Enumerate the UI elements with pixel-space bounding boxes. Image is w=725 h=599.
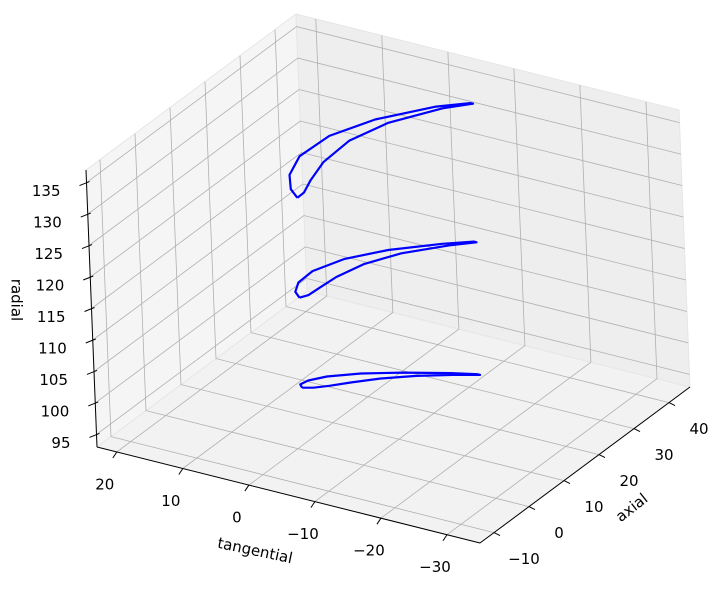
grid-line	[274, 29, 670, 403]
grid-line	[248, 52, 460, 486]
x-tick-label: −30	[419, 558, 451, 576]
grid-line	[446, 101, 658, 536]
z-tick-label: 125	[34, 245, 63, 263]
z-tick	[85, 338, 96, 344]
grid	[86, 18, 690, 536]
z-tick	[84, 307, 95, 312]
blade-profile	[288, 102, 475, 199]
marks	[288, 102, 482, 389]
x-tick-label: 0	[232, 509, 242, 527]
y-tick-label: 40	[689, 420, 708, 438]
x-tick-label: 10	[161, 492, 180, 510]
z-tick-label: 120	[36, 277, 65, 295]
z-tick-label: 100	[41, 402, 70, 420]
y-tick-label: 30	[654, 446, 673, 464]
grid-line	[92, 183, 686, 341]
y-axis-line	[479, 386, 691, 544]
y-tick-label: 0	[554, 524, 564, 542]
grid-line	[90, 120, 684, 278]
grid-line	[86, 26, 680, 183]
x-tick	[376, 517, 382, 525]
y-tick	[563, 480, 571, 485]
y-tick-label: 20	[619, 472, 638, 490]
x-tick	[178, 468, 184, 475]
z-tick-label: 110	[38, 339, 67, 357]
grid-line	[239, 55, 635, 429]
x-axis-title: tangential	[216, 534, 294, 567]
x-tick-label: −10	[287, 525, 319, 543]
grid-line	[116, 18, 328, 453]
grid-line	[134, 133, 530, 507]
blade-profile	[299, 371, 482, 389]
y-tick	[528, 506, 536, 511]
grid-line	[93, 215, 688, 372]
grid-line	[88, 89, 683, 246]
z-tick	[88, 401, 99, 407]
x-tick	[442, 534, 448, 542]
y-tick-label: 10	[584, 498, 603, 516]
z-tick-label: 105	[39, 371, 68, 389]
z-tick-label: 130	[33, 214, 62, 232]
z-tick-label: 135	[32, 182, 61, 200]
grid-line	[95, 246, 689, 404]
x-axis-line	[96, 446, 481, 544]
grid-line	[169, 107, 565, 481]
x-tick-label: −20	[353, 542, 385, 560]
y-tick	[633, 428, 641, 433]
z-tick	[80, 212, 91, 218]
grid-line	[91, 152, 685, 309]
y-axis-title: axial	[612, 490, 651, 526]
x-tick	[310, 501, 316, 508]
grid-line	[314, 68, 526, 502]
blade-profile	[294, 240, 478, 299]
z-tick	[81, 244, 93, 250]
grid-line	[96, 277, 690, 435]
grid-line	[182, 35, 394, 469]
y-tick	[493, 532, 501, 537]
y-tick-label: −10	[508, 550, 540, 568]
z-tick-label: 115	[37, 308, 66, 326]
x-tick	[244, 484, 250, 492]
z-tick	[86, 369, 98, 375]
grid-line	[87, 57, 681, 215]
z-tick	[79, 181, 90, 187]
z-axis-title: radial	[8, 279, 26, 321]
z-tick	[83, 275, 94, 281]
grid-line	[204, 81, 600, 455]
x-tick-label: 20	[95, 475, 114, 493]
grid-line	[380, 85, 592, 519]
x-tick	[112, 451, 118, 459]
y-tick	[598, 454, 606, 459]
panes	[85, 13, 692, 544]
grid-line	[99, 159, 495, 533]
z-tick-label: 95	[51, 434, 70, 452]
y-tick	[668, 402, 676, 407]
z-tick	[89, 432, 100, 438]
